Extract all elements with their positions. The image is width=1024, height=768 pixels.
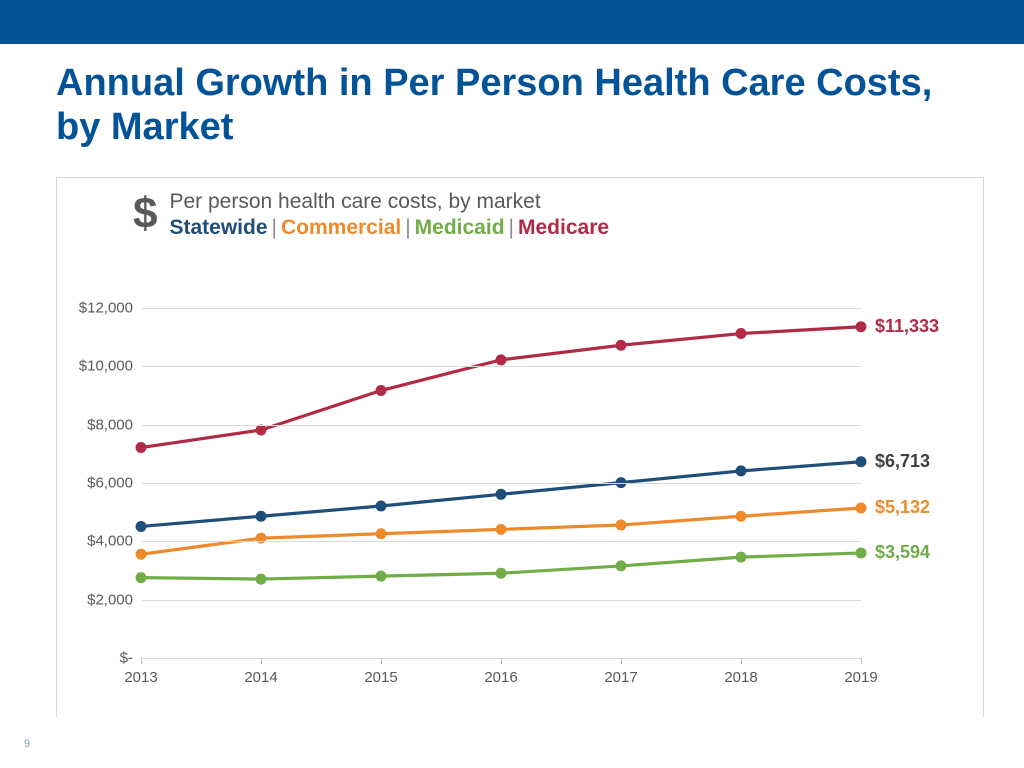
page-title: Annual Growth in Per Person Health Care …	[56, 62, 968, 149]
series-marker-statewide	[136, 521, 147, 532]
chart-header: $ Per person health care costs, by marke…	[57, 178, 983, 244]
y-axis-label: $12,000	[73, 299, 133, 316]
series-end-label-medicare: $11,333	[875, 316, 939, 337]
header-bar	[0, 0, 1024, 44]
series-marker-medicare	[256, 425, 267, 436]
x-axis-label: 2015	[364, 669, 397, 686]
y-axis-label: $8,000	[73, 416, 133, 433]
gridline	[141, 366, 861, 367]
series-marker-commercial	[736, 511, 747, 522]
x-tick	[381, 658, 382, 664]
gridline	[141, 308, 861, 309]
y-axis-label: $10,000	[73, 358, 133, 375]
series-marker-commercial	[496, 524, 507, 535]
series-end-label-commercial: $5,132	[875, 497, 930, 518]
x-axis-label: 2017	[604, 669, 637, 686]
gridline	[141, 541, 861, 542]
gridline	[141, 600, 861, 601]
series-marker-medicaid	[736, 552, 747, 563]
y-axis-label: $6,000	[73, 474, 133, 491]
series-line-medicare	[141, 327, 861, 448]
chart-legend: Statewide|Commercial|Medicaid|Medicare	[169, 216, 609, 240]
x-axis-label: 2019	[844, 669, 877, 686]
series-marker-medicaid	[256, 574, 267, 585]
page-number: 9	[24, 738, 30, 750]
x-tick	[621, 658, 622, 664]
legend-separator: |	[268, 216, 281, 239]
series-marker-medicare	[616, 340, 627, 351]
series-marker-statewide	[736, 466, 747, 477]
x-axis-label: 2016	[484, 669, 517, 686]
series-marker-medicare	[856, 322, 867, 333]
series-end-label-statewide: $6,713	[875, 451, 930, 472]
y-axis-label: $2,000	[73, 591, 133, 608]
series-marker-commercial	[616, 520, 627, 531]
series-marker-medicare	[376, 385, 387, 396]
chart-subtitle: Per person health care costs, by market	[169, 190, 609, 214]
series-marker-medicaid	[496, 568, 507, 579]
series-marker-statewide	[496, 489, 507, 500]
legend-separator: |	[401, 216, 414, 239]
chart-container: $ Per person health care costs, by marke…	[56, 177, 984, 717]
series-marker-medicaid	[616, 561, 627, 572]
legend-separator: |	[505, 216, 518, 239]
series-marker-commercial	[376, 529, 387, 540]
title-block: Annual Growth in Per Person Health Care …	[0, 44, 1024, 159]
series-marker-medicare	[496, 355, 507, 366]
legend-item: Statewide	[169, 216, 267, 239]
series-marker-medicaid	[856, 548, 867, 559]
x-axis-label: 2013	[124, 669, 157, 686]
legend-item: Medicare	[518, 216, 609, 239]
series-marker-statewide	[856, 457, 867, 468]
series-marker-commercial	[136, 549, 147, 560]
x-tick	[261, 658, 262, 664]
x-tick	[741, 658, 742, 664]
x-axis-label: 2014	[244, 669, 277, 686]
series-end-label-medicaid: $3,594	[875, 542, 930, 563]
x-tick	[501, 658, 502, 664]
y-axis-label: $4,000	[73, 533, 133, 550]
y-axis-label: $-	[73, 650, 133, 667]
chart-subtitle-block: Per person health care costs, by market …	[169, 190, 609, 240]
gridline	[141, 425, 861, 426]
legend-item: Commercial	[281, 216, 401, 239]
x-tick	[141, 658, 142, 664]
legend-item: Medicaid	[415, 216, 505, 239]
series-marker-commercial	[856, 503, 867, 514]
series-marker-medicare	[136, 442, 147, 453]
chart-lines	[141, 278, 861, 658]
series-marker-medicare	[736, 328, 747, 339]
series-marker-medicaid	[136, 572, 147, 583]
x-tick	[861, 658, 862, 664]
x-axis-label: 2018	[724, 669, 757, 686]
dollar-icon: $	[133, 192, 157, 236]
plot-area: $-$2,000$4,000$6,000$8,000$10,000$12,000…	[141, 278, 861, 658]
series-marker-statewide	[256, 511, 267, 522]
gridline	[141, 483, 861, 484]
series-marker-medicaid	[376, 571, 387, 582]
series-marker-statewide	[376, 501, 387, 512]
